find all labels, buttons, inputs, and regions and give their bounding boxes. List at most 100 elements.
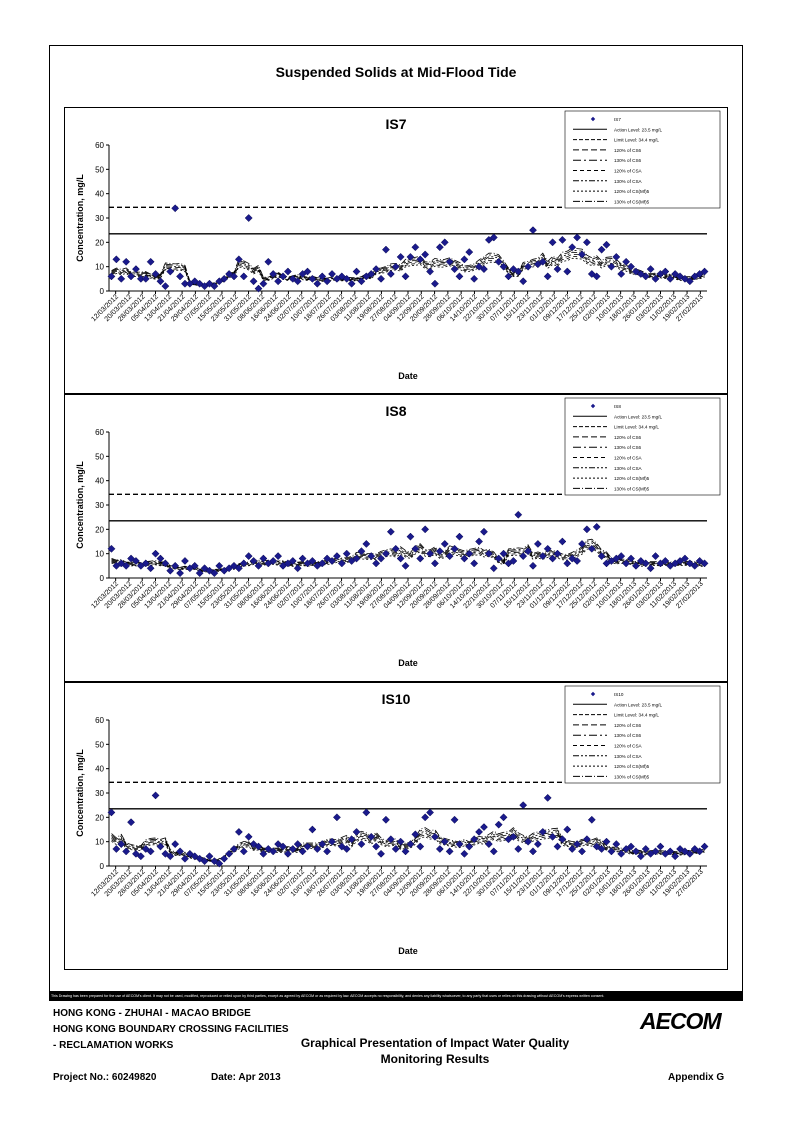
data-point (357, 547, 366, 556)
data-point (210, 569, 219, 578)
data-point (347, 835, 356, 844)
data-point (651, 274, 660, 283)
data-point (303, 842, 312, 851)
x-axis-label: Date (398, 371, 418, 381)
data-point (617, 849, 626, 858)
y-tick-label: 10 (95, 838, 104, 847)
data-point (563, 825, 572, 834)
y-tick-label: 50 (95, 452, 104, 461)
data-point (406, 840, 415, 849)
y-tick-label: 0 (100, 574, 105, 583)
legend-label: 120% of CSA (614, 169, 643, 174)
data-point (622, 257, 631, 266)
data-point (494, 554, 503, 563)
data-point (680, 554, 689, 563)
data-point (470, 559, 479, 568)
y-tick-label: 60 (95, 428, 104, 437)
data-point (553, 265, 562, 274)
legend-label: Action Level: 23.5 mg/L (614, 702, 662, 707)
data-point (274, 552, 283, 561)
data-point (161, 282, 170, 291)
data-point (514, 267, 523, 276)
drawing-date: Date: Apr 2013 (211, 1072, 281, 1083)
data-point (445, 257, 454, 266)
data-point (548, 554, 557, 563)
legend-label: 120% of CSA (614, 744, 643, 749)
data-point (440, 238, 449, 247)
data-point (205, 852, 214, 861)
data-point (367, 552, 376, 561)
data-point (401, 847, 410, 856)
reference-line-6 (111, 247, 705, 285)
data-point (641, 845, 650, 853)
appendix-label: Appendix G (668, 1072, 725, 1083)
legend: IS8 Action Level: 23.5 mg/L Limit Level: 3… (564, 397, 721, 496)
data-point (597, 552, 606, 561)
data-point (465, 549, 474, 558)
data-point (381, 245, 390, 254)
legend-label: 120% of CS6 (614, 435, 642, 440)
data-point (568, 845, 577, 853)
data-point (450, 815, 459, 824)
data-point (592, 272, 601, 281)
data-point (582, 525, 591, 534)
data-point (641, 272, 650, 281)
data-point (279, 842, 287, 851)
data-point (426, 808, 435, 817)
data-point (259, 279, 268, 288)
data-point (602, 837, 611, 846)
drawing-frame: Suspended Solids at Mid-Flood Tide IS7 0 1… (49, 45, 743, 1001)
data-point (357, 840, 366, 849)
data-point (656, 842, 665, 851)
data-point (426, 267, 435, 276)
data-point (524, 837, 533, 846)
data-point (151, 791, 160, 800)
data-point (254, 284, 263, 293)
data-point (529, 847, 537, 856)
legend-label: 120% of CS(Mf)5 (614, 764, 650, 769)
reference-line-4 (111, 251, 705, 285)
y-tick-label: 30 (95, 214, 104, 223)
data-point (435, 547, 444, 556)
data-point (161, 849, 170, 858)
data-point (146, 564, 155, 573)
data-point (200, 857, 209, 866)
data-point (249, 557, 258, 565)
y-tick-label: 40 (95, 477, 104, 486)
data-point (112, 845, 121, 853)
chart-panel-is10: IS10 0 10 20 30 40 50 60 Concentration, mg/L 12/0… (64, 682, 728, 970)
y-tick-label: 30 (95, 789, 104, 798)
data-point (112, 255, 121, 264)
y-tick-label: 10 (95, 550, 104, 559)
data-point (450, 265, 459, 274)
data-point (259, 554, 268, 563)
data-point (234, 255, 243, 264)
data-point (156, 842, 165, 851)
y-tick-label: 0 (100, 862, 105, 871)
data-point (529, 561, 537, 570)
y-tick-label: 30 (95, 501, 104, 510)
chart-panel-is8: IS8 0 10 20 30 40 50 60 Concentration, mg/L 12/03… (64, 394, 728, 682)
data-point (279, 272, 287, 281)
legend-label: 130% of CSA (614, 466, 643, 471)
data-point (543, 544, 552, 553)
chart-title: IS8 (385, 403, 406, 419)
data-point (141, 559, 150, 568)
data-point (578, 539, 586, 548)
data-point (220, 274, 229, 283)
reference-line-3 (111, 255, 705, 286)
legend-label: 120% of CSA (614, 456, 643, 461)
data-point (435, 845, 444, 853)
data-point (597, 245, 606, 254)
data-point (426, 549, 435, 558)
data-point (107, 272, 116, 281)
data-point (230, 272, 238, 281)
data-point (582, 238, 591, 247)
data-point (499, 549, 508, 558)
legend: IS10 Action Level: 23.5 mg/L Limit Level: … (564, 685, 721, 784)
y-tick-label: 60 (95, 141, 104, 150)
data-point (156, 554, 165, 563)
data-point (230, 845, 238, 853)
legend-marker (590, 691, 596, 697)
